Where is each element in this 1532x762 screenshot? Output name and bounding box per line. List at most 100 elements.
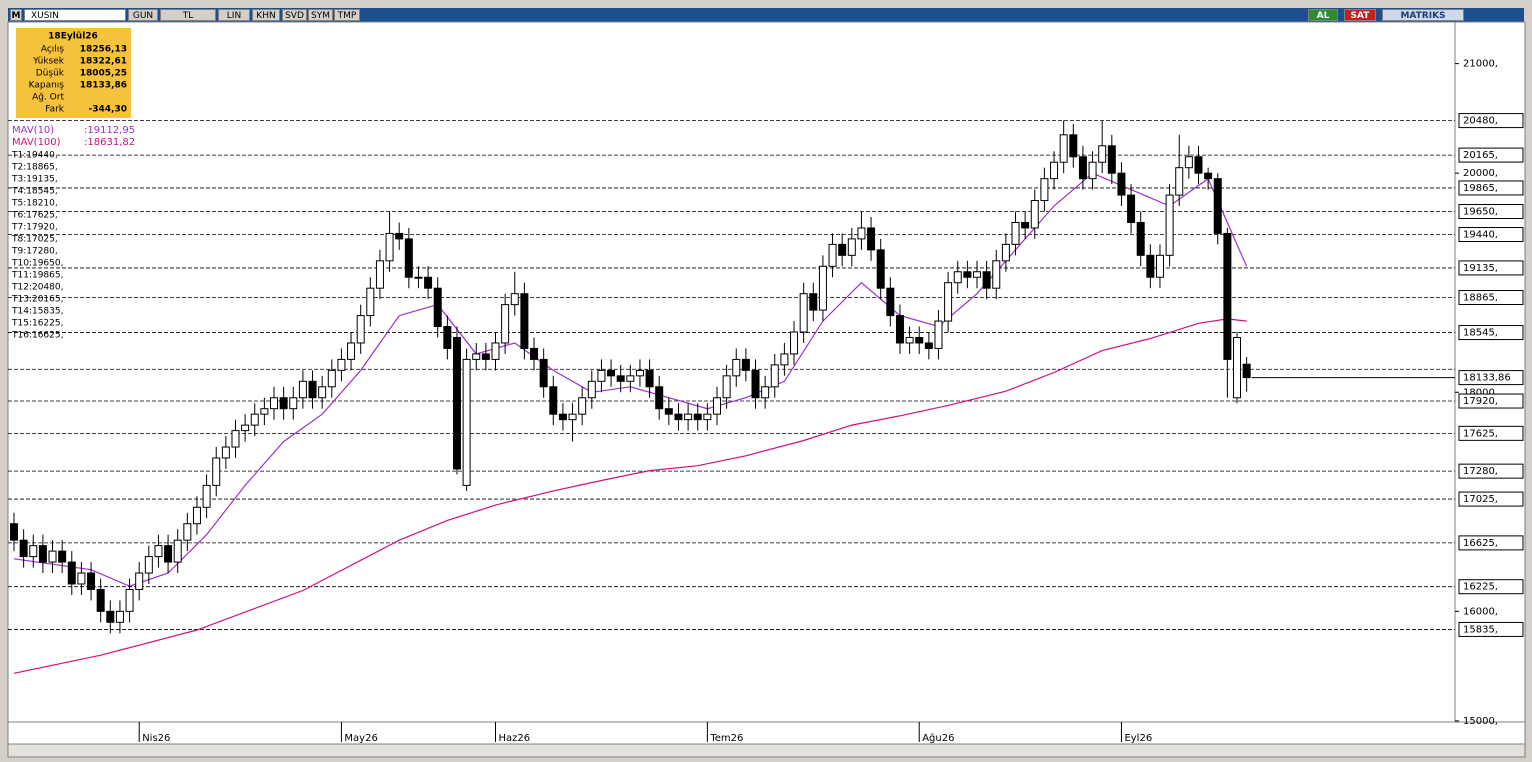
legend-value: :19112,95 [84,125,135,136]
y-tick-label: 15000, [1463,716,1498,727]
level-label: T15:16225, [11,319,63,329]
candle-body [924,342,933,349]
candle-body [96,588,105,612]
logo[interactable]: M [10,9,22,21]
candle-body [1233,336,1242,399]
candle-body [1136,221,1145,256]
info-label: Kapanış [29,81,65,91]
candle-body [770,364,779,388]
candle-body [443,326,452,349]
info-label: Ağ. Ort [32,93,64,103]
candle-body [703,413,712,421]
last-price-label: 18133,86 [1463,373,1511,384]
candle-body [375,260,384,289]
toolbar-button[interactable]: TMP [334,9,360,21]
level-axis-label: 16225, [1463,582,1498,593]
candle-body [539,358,548,388]
candle-body [973,271,981,278]
candle-body [578,397,587,415]
level-axis-label: 17625, [1463,428,1498,439]
candle-body [905,336,914,344]
candle-body [1117,172,1126,196]
y-tick-label: 16000, [1463,606,1498,617]
candle-body [424,276,433,289]
candle-body [1184,156,1193,169]
candle-body [231,430,240,448]
info-value: 18133,86 [80,81,127,91]
level-label: T1:19440, [11,151,58,161]
candle-body [520,293,529,349]
candle-body [433,287,442,328]
candle-body [712,397,721,415]
level-axis-label: 19440, [1463,230,1498,241]
toolbar-button[interactable]: SVD [282,9,307,21]
level-axis-label: 20480, [1463,116,1498,127]
candle-body [1146,254,1155,278]
candle-body [780,353,789,366]
candle-body [549,386,558,415]
candle-body [327,369,336,388]
x-tick-label: Eyl26 [1124,733,1152,744]
candle-body [29,545,38,558]
candle-body [607,369,616,377]
sell-button[interactable]: SAT [1344,9,1376,21]
candle-body [1059,134,1068,163]
candle-body [1242,363,1251,379]
toolbar-button[interactable]: TL [160,9,216,21]
candle-body [414,276,423,279]
level-axis-label: 19650, [1463,207,1498,218]
level-axis-label: 16625, [1463,538,1498,549]
toolbar-button[interactable]: LIN [218,9,250,21]
toolbar-button[interactable]: GUN [128,9,158,21]
candle-body [847,238,856,256]
level-box [1458,325,1524,341]
candle-body [48,550,57,563]
toolbar-button[interactable]: KHN [252,9,280,21]
candle-body [10,523,18,541]
candle-body [655,386,664,410]
buy-button[interactable]: AL [1308,9,1338,21]
candle-body [164,545,173,563]
toolbar: M XUSIN GUN TL LIN KHN SVD SYM TMP AL SAT MATR… [8,8,1524,22]
level-label: T8:17025, [11,235,58,245]
candle-body [558,413,567,421]
candle-body [838,243,847,256]
candle-body [751,369,760,399]
y-tick-label: 18000, [1463,387,1498,398]
symbol-box[interactable]: XUSIN [24,9,126,21]
candle-body [202,484,211,508]
candle-body [867,227,876,251]
x-tick-label: Tem26 [709,733,743,744]
candle-body [298,380,307,399]
candle-body [491,342,500,360]
candle-body [992,260,1001,289]
candle-body [1001,243,1010,262]
candle-body [115,610,124,623]
candle-body [38,545,47,563]
info-value: -344,30 [89,105,127,115]
info-label: Fark [45,105,65,115]
candle-body [568,413,577,421]
candle-body [192,506,201,525]
candle-body [741,358,750,371]
info-value: 18005,25 [80,69,127,79]
info-date: 18Eylül26 [48,32,98,42]
x-tick-label: Ağu26 [922,732,954,744]
candle-body [1030,200,1039,229]
candle-body [318,386,327,399]
level-label: T13:20165, [11,295,63,305]
candle-body [1204,172,1213,180]
moving-average-line [13,318,1247,674]
candle-body [395,232,404,240]
candle-body [915,336,924,344]
candle-body [404,238,413,278]
candle-body [809,293,818,311]
scrollbar[interactable] [7,743,1526,758]
toolbar-button[interactable]: SYM [308,9,333,21]
level-label: T6:17625, [11,211,58,221]
candle-body [135,572,144,590]
candle-body [241,424,250,432]
x-tick-label: Nis26 [142,733,170,744]
candle-body [1194,156,1203,174]
